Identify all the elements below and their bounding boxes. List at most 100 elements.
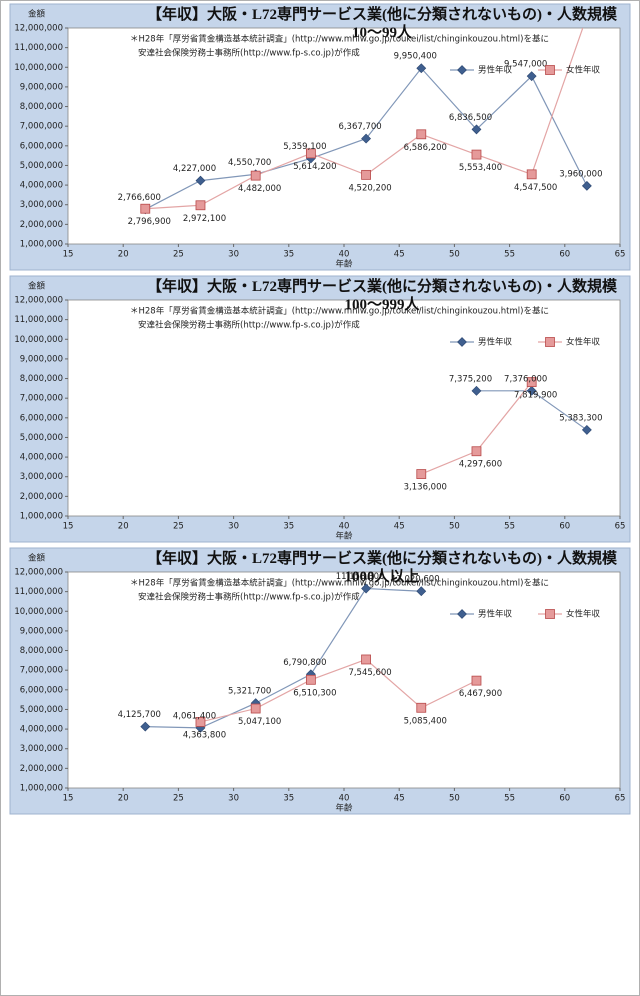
y-tick-label: 9,000,000 (20, 626, 63, 636)
legend-label: 男性年収 (478, 65, 513, 76)
data-label: 4,520,200 (348, 183, 391, 193)
y-tick-label: 12,000,000 (14, 24, 63, 34)
legend-marker (457, 65, 467, 75)
x-tick-label: 15 (63, 522, 74, 532)
x-tick-label: 60 (559, 250, 570, 260)
x-tick-label: 35 (283, 794, 294, 804)
data-label: 7,545,600 (348, 668, 391, 678)
data-label: 5,359,100 (283, 142, 326, 152)
y-tick-label: 11,000,000 (14, 43, 63, 53)
point-marker (581, 425, 592, 435)
data-label: 7,375,200 (449, 374, 492, 384)
y-tick-label: 2,000,000 (20, 492, 63, 502)
y-tick-label: 5,000,000 (20, 705, 63, 715)
x-tick-label: 65 (615, 794, 626, 804)
point-marker (471, 385, 482, 396)
legend-marker (545, 337, 555, 347)
source-note: ＊H28年「厚労省賃金構造基本統計調査」(http://www.mhlw.go.… (130, 578, 549, 589)
source-note: 安達社会保険労務士事務所(http://www.fp-s.co.jp)が作成 (138, 48, 360, 59)
point-marker (361, 133, 372, 144)
data-label: 2,796,900 (128, 217, 171, 227)
source-note: 安達社会保険労務士事務所(http://www.fp-s.co.jp)が作成 (138, 320, 360, 331)
data-label: 4,547,500 (514, 183, 557, 193)
data-label: 5,321,700 (228, 687, 271, 697)
x-tick-label: 45 (394, 794, 405, 804)
y-tick-label: 4,000,000 (20, 725, 63, 735)
y-tick-label: 9,000,000 (20, 82, 63, 92)
x-tick-label: 35 (283, 522, 294, 532)
data-label: 9,950,400 (394, 52, 437, 62)
y-tick-label: 11,000,000 (14, 587, 63, 597)
x-tick-label: 25 (173, 522, 184, 532)
legend-label: 女性年収 (566, 609, 601, 620)
legend-marker (457, 337, 467, 347)
point-marker (195, 200, 206, 211)
source-note: 安達社会保険労務士事務所(http://www.fp-s.co.jp)が作成 (138, 592, 360, 603)
y-tick-label: 7,000,000 (20, 122, 63, 132)
y-tick-label: 8,000,000 (20, 102, 63, 112)
y-tick-label: 6,000,000 (20, 141, 63, 151)
y-tick-label: 1,000,000 (20, 784, 63, 794)
y-tick-label: 1,000,000 (20, 240, 63, 250)
data-label: 7,819,900 (514, 391, 557, 401)
point-marker (416, 702, 427, 713)
x-axis-label: 年齢 (335, 531, 353, 542)
data-label: 4,061,400 (173, 711, 216, 721)
point-marker (305, 148, 316, 159)
x-tick-label: 55 (504, 794, 515, 804)
point-marker (195, 175, 206, 186)
data-label: 4,227,000 (173, 164, 216, 174)
y-tick-label: 2,000,000 (20, 764, 63, 774)
point-marker (250, 703, 261, 714)
x-axis-label: 年齢 (335, 259, 353, 270)
source-note: ＊H28年「厚労省賃金構造基本統計調査」(http://www.mhlw.go.… (130, 34, 549, 45)
chart-panel: 1,000,000 2,000,000 3,000,000 4,000,000 5,00… (9, 3, 631, 271)
point-marker (361, 583, 372, 594)
y-tick-label: 4,000,000 (20, 453, 63, 463)
data-label: 4,297,600 (459, 460, 502, 470)
point-marker (471, 149, 482, 160)
point-marker (416, 63, 427, 74)
y-tick-label: 3,000,000 (20, 200, 63, 210)
data-label: 7,376,000 (504, 374, 547, 384)
point-marker (526, 377, 537, 387)
y-tick-label: 3,000,000 (20, 472, 63, 482)
y-tick-label: 8,000,000 (20, 374, 63, 384)
chart-title: 【年収】大阪・L72専門サービス業(他に分類されないもの)・人数規模100～99… (147, 279, 617, 313)
chart-panel: 1,000,000 2,000,000 3,000,000 4,000,000 5,00… (9, 547, 631, 815)
x-tick-label: 45 (394, 250, 405, 260)
x-tick-label: 20 (118, 794, 129, 804)
chart-panel: 1,000,000 2,000,000 3,000,000 4,000,000 5,00… (9, 275, 631, 543)
x-tick-label: 50 (449, 522, 460, 532)
y-tick-label: 7,000,000 (20, 666, 63, 676)
point-marker (471, 675, 482, 686)
data-label: 11,158,300 (336, 572, 385, 582)
y-tick-label: 10,000,000 (14, 335, 63, 345)
point-marker (416, 469, 427, 479)
series-line (200, 658, 477, 723)
y-tick-label: 5,000,000 (20, 433, 63, 443)
y-tick-label: 3,000,000 (20, 744, 63, 754)
point-marker (526, 71, 537, 82)
x-tick-label: 55 (504, 250, 515, 260)
data-label: 2,972,100 (183, 214, 226, 224)
x-tick-label: 45 (394, 522, 405, 532)
x-tick-label: 55 (504, 522, 515, 532)
label-layer: 4,125,700 4,061,400 5,321,700 6,790,800 11,1… (118, 572, 601, 740)
y-tick-label: 10,000,000 (14, 63, 63, 73)
data-label: 5,383,300 (559, 413, 602, 423)
y-tick-label: 11,000,000 (14, 315, 63, 325)
y-tick-label: 4,000,000 (20, 181, 63, 191)
legend-label: 女性年収 (566, 337, 601, 348)
data-label: 6,510,300 (293, 688, 336, 698)
x-tick-label: 20 (118, 522, 129, 532)
point-marker (471, 124, 482, 135)
x-tick-label: 40 (339, 794, 350, 804)
data-layer (416, 377, 592, 479)
source-note: ＊H28年「厚労省賃金構造基本統計調査」(http://www.mhlw.go.… (130, 306, 549, 317)
x-tick-label: 50 (449, 250, 460, 260)
data-label: 2,766,600 (118, 193, 161, 203)
data-label: 6,836,500 (449, 113, 492, 123)
point-marker (361, 169, 371, 180)
plot-area (67, 299, 621, 517)
